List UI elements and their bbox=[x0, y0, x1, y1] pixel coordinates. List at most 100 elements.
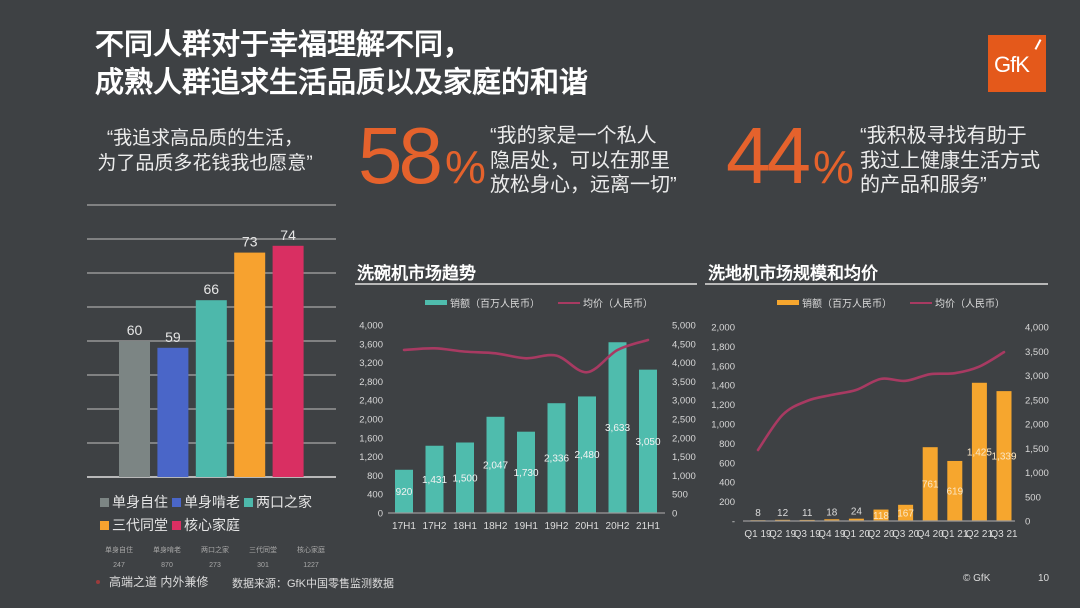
gfk-logo: GfK bbox=[988, 35, 1046, 92]
dishwasher-combo-chart: 0 400 800 1,200 1,600 2,000 2,400 2,800 3,200 3,6… bbox=[359, 321, 696, 533]
legend-swatch bbox=[172, 498, 181, 507]
y-left-tick-label: 800 bbox=[367, 471, 383, 482]
y-right-tick-label: 3,500 bbox=[1025, 347, 1049, 358]
stat-58-percent: 58% bbox=[358, 116, 486, 207]
x-tick-label: 20H2 bbox=[606, 521, 630, 532]
sample-value: 870 bbox=[161, 562, 173, 569]
y-right-tick-label: 1,000 bbox=[672, 471, 696, 482]
y-right-tick-label: 500 bbox=[672, 490, 688, 501]
y-left-tick-label: 2,000 bbox=[711, 323, 735, 334]
bar-value-label: 3,633 bbox=[605, 423, 630, 434]
legend-item: 三代同堂 bbox=[100, 514, 168, 537]
bar-value-label: 1,425 bbox=[967, 447, 992, 458]
slide-title: 不同人群对于幸福理解不同， 成熟人群追求生活品质以及家庭的和谐 bbox=[95, 26, 588, 102]
legend-swatch bbox=[100, 521, 109, 530]
y-left-tick-label: 1,200 bbox=[711, 400, 735, 411]
quote-line: “我的家是一个私人 bbox=[490, 125, 657, 147]
y-right-tick-label: 3,000 bbox=[1025, 371, 1049, 382]
x-tick-label: Q4 20 bbox=[917, 529, 945, 540]
bar bbox=[456, 442, 474, 513]
y-right-tick-label: 4,000 bbox=[1025, 323, 1049, 334]
copyright: © GfK bbox=[963, 573, 991, 584]
bar bbox=[234, 252, 266, 477]
y-right-tick-label: 4,500 bbox=[672, 339, 696, 350]
bar-value-label: 8 bbox=[755, 508, 761, 519]
x-tick-label: Q2 21 bbox=[966, 529, 994, 540]
quote-line: 放松身心，远离一切” bbox=[490, 174, 677, 196]
bar bbox=[547, 403, 566, 513]
bar-value-label: 2,047 bbox=[483, 460, 508, 471]
bar-value-label: 2,480 bbox=[574, 450, 599, 461]
sample-value: 247 bbox=[113, 562, 125, 569]
sample-value: 1227 bbox=[303, 562, 319, 569]
bar-value-label: 1,500 bbox=[452, 473, 477, 484]
quote-line: “我追求高品质的生活， bbox=[106, 128, 304, 149]
legend-item: 核心家庭 bbox=[172, 514, 240, 537]
y-right-tick-label: 5,000 bbox=[672, 321, 696, 332]
floor-washer-legend: 销额（百万人民币） 均价（人民币） bbox=[777, 295, 1023, 310]
floor-washer-chart-title: 洗地机市场规模和均价 bbox=[708, 264, 878, 283]
y-right-tick-label: 500 bbox=[1025, 492, 1041, 503]
y-right-tick-label: 2,500 bbox=[672, 415, 696, 426]
sample-column: 三代同堂 301 bbox=[239, 543, 287, 573]
sample-value: 301 bbox=[257, 562, 269, 569]
bar-value-label: 11 bbox=[802, 508, 813, 519]
y-left-tick-label: 3,200 bbox=[359, 358, 383, 369]
x-tick-label: 17H1 bbox=[392, 521, 416, 532]
x-tick-label: Q2 19 bbox=[769, 529, 797, 540]
x-tick-label: 18H2 bbox=[484, 521, 508, 532]
y-right-tick-label: 0 bbox=[672, 509, 677, 520]
logo-accent-mark bbox=[1034, 39, 1042, 50]
quote-line: 我过上健康生活方式 bbox=[860, 149, 1040, 172]
quote-quality: “我追求高品质的生活， 为了品质多花钱我也愿意” bbox=[60, 127, 350, 176]
bar-value-label: 18 bbox=[826, 507, 838, 518]
y-left-tick-label: 1,400 bbox=[711, 381, 735, 392]
x-tick-label: 18H1 bbox=[453, 521, 477, 532]
bar bbox=[947, 460, 963, 521]
legend-item: 单身自住 bbox=[100, 491, 168, 514]
y-left-tick-label: 3,600 bbox=[359, 339, 383, 350]
sample-column: 单身自住 247 bbox=[95, 543, 143, 573]
y-right-tick-label: 2,000 bbox=[672, 433, 696, 444]
dishwasher-legend: 销额（百万人民币） 均价（人民币） bbox=[425, 295, 671, 310]
bar bbox=[873, 509, 889, 521]
legend-item-sales: 销额（百万人民币） bbox=[777, 295, 892, 310]
y-left-tick-label: 1,800 bbox=[711, 342, 735, 353]
y-right-tick-label: 3,500 bbox=[672, 377, 696, 388]
x-tick-label: Q1 20 bbox=[843, 529, 871, 540]
y-left-tick-label: 4,000 bbox=[359, 321, 383, 332]
bar-value-label: 59 bbox=[165, 329, 181, 345]
bar-value-label: 118 bbox=[873, 511, 889, 522]
bar-value-label: 167 bbox=[897, 508, 914, 519]
stat-44-percent: 44% bbox=[726, 116, 854, 207]
bar bbox=[157, 347, 189, 477]
legend-label: 均价（人民币） bbox=[935, 299, 1005, 310]
y-right-tick-label: 1,500 bbox=[672, 452, 696, 463]
stat-value: 44 bbox=[726, 111, 811, 200]
y-right-tick-label: 3,000 bbox=[672, 396, 696, 407]
legend-label: 均价（人民币） bbox=[583, 299, 653, 310]
sample-size-table: 单身自住 247 单身啃老 870 两口之家 273 三代同堂 301 核心家庭 1227 bbox=[95, 543, 335, 573]
sample-label: 两口之家 bbox=[201, 547, 229, 554]
quote-line: 的产品和服务” bbox=[860, 174, 987, 196]
legend-swatch bbox=[777, 300, 799, 305]
page-number: 10 bbox=[1038, 573, 1050, 584]
bar bbox=[119, 341, 150, 477]
bar-value-label: 761 bbox=[922, 480, 939, 491]
legend-label: 单身自住 bbox=[112, 494, 168, 510]
bar bbox=[578, 396, 596, 513]
legend-item-price: 均价（人民币） bbox=[910, 295, 1005, 310]
y-right-tick-label: 0 bbox=[1025, 517, 1030, 528]
y-left-tick-label: 600 bbox=[719, 458, 735, 469]
title-line-2: 成熟人群追求生活品质以及家庭的和谐 bbox=[95, 67, 589, 99]
legend-label: 两口之家 bbox=[256, 494, 312, 510]
legend-item-price: 均价（人民币） bbox=[558, 295, 653, 310]
quote-line: “我积极寻找有助于 bbox=[860, 125, 1027, 147]
logo-text: GfK bbox=[994, 52, 1030, 77]
legend-label: 三代同堂 bbox=[112, 517, 168, 533]
x-tick-label: Q3 20 bbox=[892, 529, 920, 540]
x-tick-label: Q4 19 bbox=[818, 529, 846, 540]
legend-swatch bbox=[100, 498, 109, 507]
floor-washer-title-divider bbox=[705, 283, 1048, 285]
y-left-tick-label: 2,800 bbox=[359, 377, 383, 388]
